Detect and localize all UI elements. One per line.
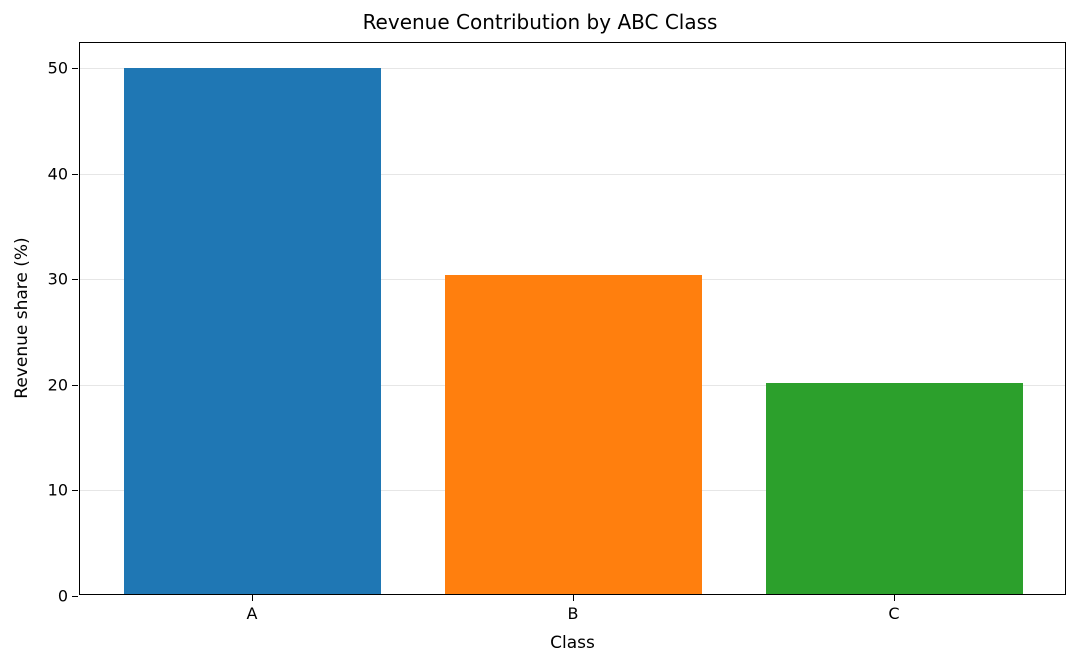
y-tick-label: 10 bbox=[47, 480, 68, 500]
plot-area: 0 10 20 30 40 50 A B C bbox=[48, 42, 1066, 623]
bar-B bbox=[444, 275, 702, 594]
y-tick bbox=[72, 173, 78, 175]
y-tick-label: 50 bbox=[47, 58, 68, 78]
x-tick bbox=[252, 595, 253, 601]
gridline bbox=[80, 173, 1065, 175]
y-axis-label: Revenue share (%) bbox=[12, 237, 32, 399]
x-axis-label: Class bbox=[550, 633, 595, 653]
y-tick-label: 30 bbox=[47, 269, 68, 289]
y-tick-label: 40 bbox=[47, 164, 68, 184]
y-tick-label: 20 bbox=[47, 375, 68, 395]
y-tick bbox=[72, 384, 78, 386]
bar-C bbox=[765, 382, 1023, 594]
x-tick bbox=[894, 595, 895, 601]
y-tick bbox=[72, 68, 78, 70]
x-tick bbox=[573, 595, 574, 601]
bar-A bbox=[123, 68, 381, 594]
x-tick-label: B bbox=[567, 604, 579, 623]
x-tick-label: A bbox=[246, 604, 258, 623]
gridline bbox=[80, 68, 1065, 70]
y-tick bbox=[72, 279, 78, 281]
x-tick-label: C bbox=[888, 604, 900, 623]
y-tick-label: 0 bbox=[57, 586, 68, 606]
chart-title: Revenue Contribution by ABC Class bbox=[362, 10, 718, 34]
y-tick bbox=[72, 490, 78, 492]
y-tick bbox=[72, 596, 78, 597]
